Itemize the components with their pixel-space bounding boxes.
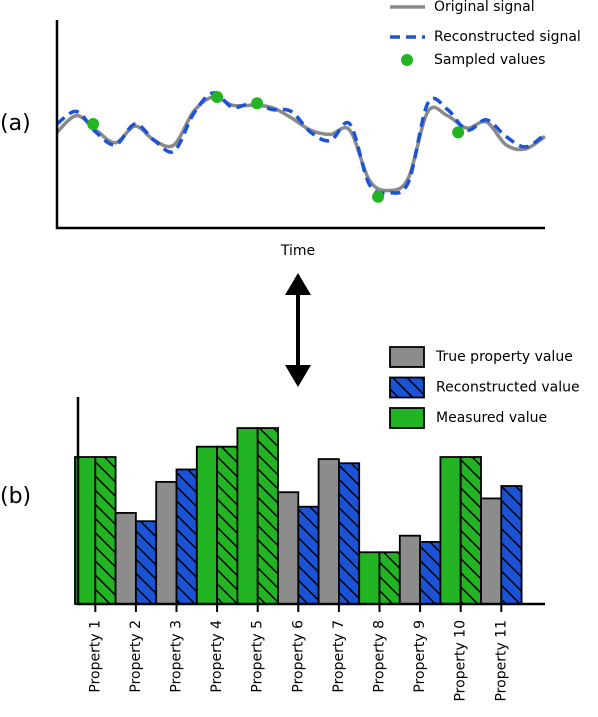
sampled-point	[452, 126, 465, 139]
bar	[419, 541, 442, 605]
legend-label: Reconstructed value	[436, 380, 580, 396]
x-tick-label: Property 4	[209, 620, 225, 693]
sampled-point	[251, 97, 264, 110]
legend-swatch	[389, 346, 425, 368]
x-tick-label: Property 1	[87, 620, 103, 693]
axes	[55, 20, 545, 230]
bar	[277, 491, 300, 605]
x-tick-label: Property 5	[250, 620, 266, 693]
bar	[439, 456, 462, 605]
bar	[155, 480, 178, 605]
bar	[358, 551, 381, 605]
bar	[134, 520, 158, 605]
bar	[175, 468, 198, 605]
panel-label: (b)	[0, 484, 31, 509]
x-tick-label: Property 8	[372, 620, 388, 693]
bar	[317, 458, 340, 605]
x-tick-label: Property 2	[128, 620, 144, 693]
bar	[195, 445, 219, 605]
double-arrow	[285, 273, 311, 387]
sampled-point	[87, 118, 100, 130]
panel-label: (a)	[0, 111, 31, 136]
bar	[459, 456, 482, 605]
reconstructed-line	[55, 91, 547, 195]
legend-marker	[401, 54, 413, 66]
bar	[378, 551, 401, 605]
bar	[256, 427, 279, 605]
x-tick-label: Property 3	[169, 620, 185, 693]
x-tick-label: Property 7	[331, 620, 347, 693]
legend-label: Sampled values	[434, 52, 545, 68]
legend-label: Measured value	[436, 410, 547, 426]
x-tick-label: Property 6	[290, 620, 306, 693]
bar	[216, 445, 239, 605]
x-tick-label: Property 9	[412, 620, 428, 693]
bar	[500, 485, 523, 605]
bar	[236, 427, 259, 605]
bar	[398, 534, 421, 605]
bar	[337, 462, 361, 605]
legend-label: True property value	[435, 349, 573, 365]
x-tick-label: Property 10	[453, 620, 469, 702]
bar	[94, 456, 117, 605]
legend-label: Original signal	[434, 0, 535, 15]
legend-label: Reconstructed signal	[434, 29, 581, 45]
legend-swatch	[389, 407, 425, 429]
axes	[76, 397, 545, 606]
sampled-point	[211, 90, 224, 103]
bar	[297, 505, 320, 605]
legend-swatch	[389, 376, 425, 399]
x-axis-label: Time	[280, 243, 315, 259]
x-tick-label: Property 11	[493, 620, 509, 702]
signal-line	[55, 95, 547, 193]
bar	[114, 512, 137, 605]
bar	[480, 497, 503, 605]
sampled-point	[372, 190, 385, 203]
